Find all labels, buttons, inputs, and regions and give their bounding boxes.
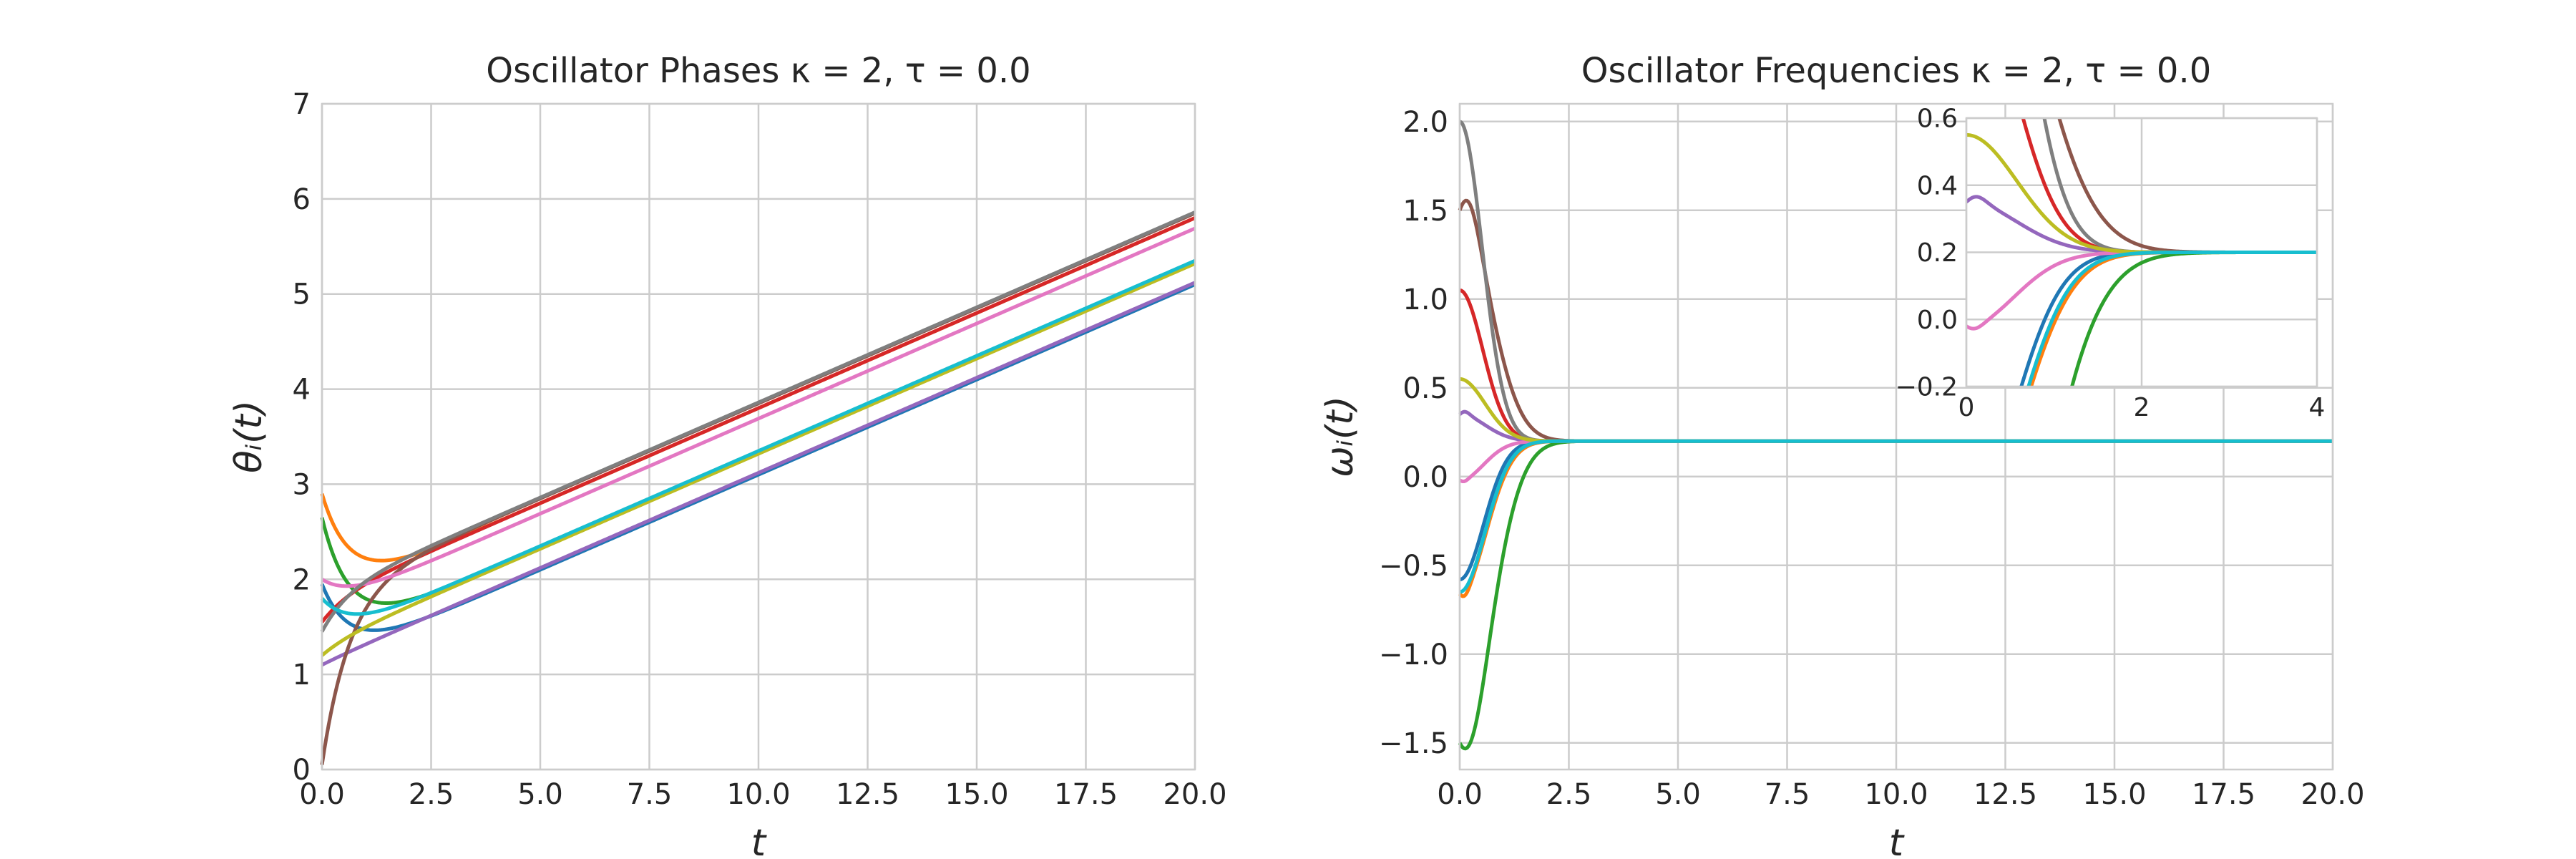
inset-x-tick-label: 2 — [2134, 393, 2150, 422]
frequencies-lines — [1458, 120, 2333, 751]
phases-frame — [321, 102, 1196, 771]
phases-x-axis-label: t — [751, 822, 767, 859]
frequencies-y-tick-labels: −1.5 −1.0 −0.5 0.0 0.5 1.0 1.5 2.0 — [1379, 106, 1448, 760]
frequencies-y-tick-label: 1.0 — [1402, 283, 1448, 316]
phases-x-tick-label: 17.5 — [1054, 778, 1118, 811]
inset-x-tick-labels: 0 2 4 — [1958, 393, 2326, 422]
phases-x-tick-label: 15.0 — [945, 778, 1008, 811]
phases-y-tick-label: 1 — [293, 659, 311, 691]
frequencies-x-tick-label: 10.0 — [1864, 778, 1928, 811]
inset-lines — [1966, 118, 2317, 387]
frequencies-x-axis-label: t — [1889, 822, 1905, 859]
frequencies-x-tick-label: 5.0 — [1655, 778, 1701, 811]
frequencies-y-tick-label: 0.5 — [1402, 372, 1448, 405]
phase-line-gray — [320, 210, 1196, 633]
frequencies-x-tick-label: 12.5 — [1974, 778, 2037, 811]
frequencies-title: Oscillator Frequencies κ = 2, τ = 0.0 — [1581, 51, 2212, 91]
phases-y-tick-label: 3 — [293, 468, 311, 501]
inset-y-tick-label: 0.4 — [1917, 171, 1958, 200]
phases-y-axis-label: θᵢ(t) — [228, 400, 270, 473]
phases-y-tick-label: 6 — [293, 183, 311, 216]
phases-chart: 0.0 2.5 5.0 7.5 10.0 12.5 15.0 17.5 20.0 0 1 2 3 4 5 6… — [228, 51, 1227, 859]
phase-line-olive — [321, 261, 1196, 657]
inset-x-tick-label: 0 — [1958, 393, 1975, 422]
phases-y-tick-label: 2 — [293, 563, 311, 596]
frequencies-x-tick-label: 2.5 — [1546, 778, 1592, 811]
phases-x-tick-label: 20.0 — [1163, 778, 1226, 811]
phases-lines — [320, 210, 1196, 765]
inset-frame — [1965, 117, 2318, 388]
frequencies-frame — [1458, 102, 2334, 771]
inset-y-tick-label: 0.6 — [1917, 105, 1958, 134]
phases-y-tick-label: 0 — [293, 754, 311, 787]
frequencies-y-tick-label: 1.5 — [1402, 195, 1448, 228]
phases-x-tick-label: 7.5 — [627, 778, 673, 811]
phases-y-tick-label: 5 — [293, 278, 311, 311]
frequencies-y-tick-label: −1.5 — [1379, 727, 1448, 760]
phases-x-tick-label: 5.0 — [517, 778, 563, 811]
phase-line-pink — [321, 226, 1196, 588]
frequencies-x-tick-label: 15.0 — [2082, 778, 2146, 811]
frequencies-x-tick-label: 17.5 — [2192, 778, 2255, 811]
phase-line-red — [321, 216, 1196, 623]
inset-y-tick-label: 0.0 — [1917, 306, 1958, 335]
phases-x-tick-labels: 0.0 2.5 5.0 7.5 10.0 12.5 15.0 17.5 20.0 — [299, 778, 1226, 811]
frequencies-x-tick-label: 20.0 — [2301, 778, 2364, 811]
inset-y-tick-label: −0.2 — [1896, 373, 1958, 402]
frequency-line-cyan — [1459, 439, 2333, 594]
inset-line-cyan — [2026, 251, 2317, 387]
frequencies-x-tick-label: 7.5 — [1765, 778, 1810, 811]
phases-x-tick-label: 0.0 — [299, 778, 345, 811]
phase-line-cyan — [321, 258, 1196, 616]
frequencies-x-tick-label: 0.0 — [1437, 778, 1483, 811]
phases-x-tick-label: 10.0 — [726, 778, 790, 811]
frequencies-y-tick-label: 0.0 — [1402, 461, 1448, 494]
phases-x-tick-label: 12.5 — [836, 778, 899, 811]
frequencies-y-tick-label: −0.5 — [1379, 550, 1448, 583]
phases-x-tick-label: 2.5 — [409, 778, 454, 811]
phases-y-tick-labels: 0 1 2 3 4 5 6 7 — [293, 88, 311, 787]
frequencies-y-axis-label: ωᵢ(t) — [1319, 396, 1362, 477]
frequencies-y-tick-label: −1.0 — [1379, 639, 1448, 671]
frequencies-y-tick-label: 2.0 — [1402, 106, 1448, 139]
frequencies-chart: 0.0 2.5 5.0 7.5 10.0 12.5 15.0 17.5 20.0 −1.5−1.… — [1319, 51, 2365, 859]
inset-y-tick-label: 0.2 — [1917, 238, 1958, 268]
phase-line-purple — [321, 281, 1196, 667]
frequencies-x-tick-labels: 0.0 2.5 5.0 7.5 10.0 12.5 15.0 17.5 20.0 — [1437, 778, 2364, 811]
phases-title: Oscillator Phases κ = 2, τ = 0.0 — [486, 51, 1030, 91]
phases-y-tick-label: 7 — [293, 88, 311, 121]
phases-y-tick-label: 4 — [293, 374, 311, 407]
inset-y-tick-labels: −0.2 0.0 0.2 0.4 0.6 — [1896, 105, 1958, 402]
frequencies-inset: 0 2 4 −0.2 0.0 0.2 0.4 0.6 — [1896, 105, 2326, 422]
inset-x-tick-label: 4 — [2309, 393, 2326, 422]
